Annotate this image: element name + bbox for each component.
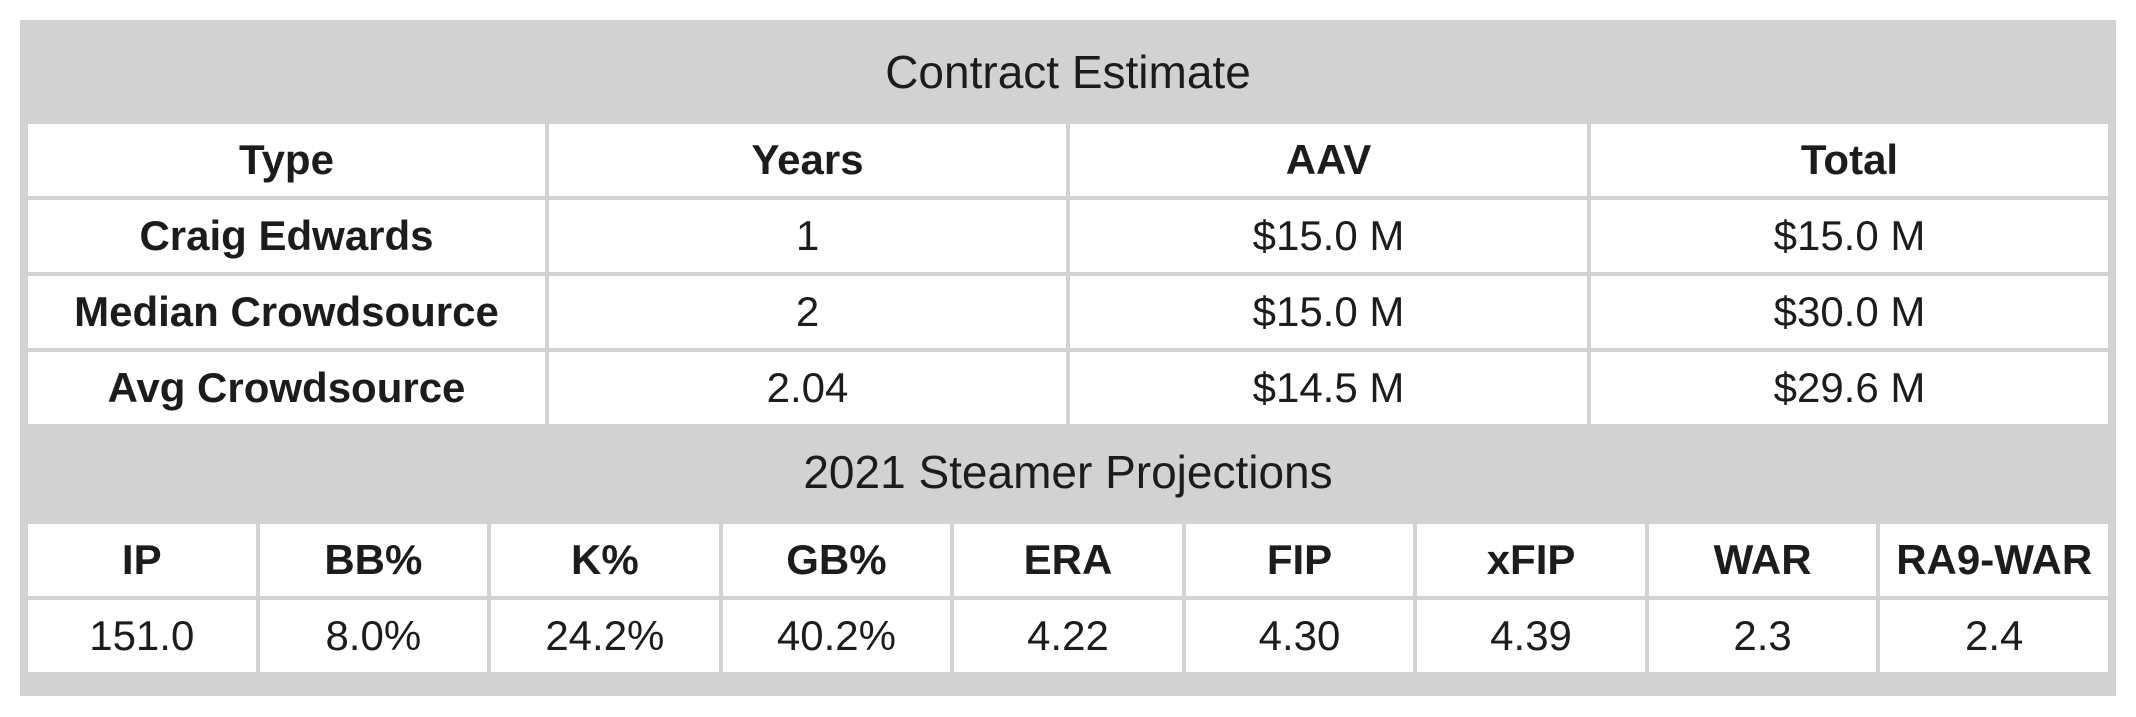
era-value: 4.22: [954, 600, 1182, 672]
stats-panel: Contract Estimate Type Years AAV Total C…: [20, 20, 2116, 696]
table-row: 151.0 8.0% 24.2% 40.2% 4.22 4.30 4.39 2.…: [28, 600, 2108, 672]
steamer-projections-table: 2021 Steamer Projections IP BB% K% GB% E…: [24, 420, 2112, 676]
column-header-total: Total: [1591, 124, 2108, 196]
aav-value: $15.0 M: [1070, 200, 1587, 272]
column-header-k-pct: K%: [491, 524, 719, 596]
years-value: 2: [549, 276, 1066, 348]
contract-header-row: Type Years AAV Total: [28, 124, 2108, 196]
column-header-gb-pct: GB%: [722, 524, 951, 596]
column-header-bb-pct: BB%: [259, 524, 488, 596]
column-header-war: WAR: [1648, 524, 1877, 596]
xfip-value: 4.39: [1417, 600, 1645, 672]
contract-estimate-table: Contract Estimate Type Years AAV Total C…: [24, 20, 2112, 428]
table-row: Median Crowdsource 2 $15.0 M $30.0 M: [28, 276, 2108, 348]
total-value: $15.0 M: [1591, 200, 2108, 272]
ip-value: 151.0: [28, 600, 256, 672]
column-header-fip: FIP: [1185, 524, 1414, 596]
column-header-ra9-war: RA9-WAR: [1880, 524, 2108, 596]
k-pct-value: 24.2%: [491, 600, 719, 672]
table-row: Avg Crowdsource 2.04 $14.5 M $29.6 M: [28, 352, 2108, 424]
contract-estimate-title: Contract Estimate: [28, 24, 2108, 120]
table-row: Craig Edwards 1 $15.0 M $15.0 M: [28, 200, 2108, 272]
column-header-type: Type: [28, 124, 545, 196]
column-header-era: ERA: [954, 524, 1182, 596]
column-header-ip: IP: [28, 524, 256, 596]
years-value: 1: [549, 200, 1066, 272]
row-label: Avg Crowdsource: [28, 352, 545, 424]
column-header-years: Years: [549, 124, 1066, 196]
years-value: 2.04: [549, 352, 1066, 424]
war-value: 2.3: [1648, 600, 1877, 672]
row-label: Craig Edwards: [28, 200, 545, 272]
row-label: Median Crowdsource: [28, 276, 545, 348]
total-value: $29.6 M: [1591, 352, 2108, 424]
steamer-projections-title: 2021 Steamer Projections: [28, 424, 2108, 520]
gb-pct-value: 40.2%: [722, 600, 951, 672]
projections-title-row: 2021 Steamer Projections: [28, 424, 2108, 520]
aav-value: $14.5 M: [1070, 352, 1587, 424]
ra9-war-value: 2.4: [1880, 600, 2108, 672]
bb-pct-value: 8.0%: [259, 600, 488, 672]
contract-title-row: Contract Estimate: [28, 24, 2108, 120]
aav-value: $15.0 M: [1070, 276, 1587, 348]
projections-header-row: IP BB% K% GB% ERA FIP xFIP WAR RA9-WAR: [28, 524, 2108, 596]
total-value: $30.0 M: [1591, 276, 2108, 348]
column-header-aav: AAV: [1070, 124, 1587, 196]
fip-value: 4.30: [1185, 600, 1414, 672]
column-header-xfip: xFIP: [1417, 524, 1645, 596]
